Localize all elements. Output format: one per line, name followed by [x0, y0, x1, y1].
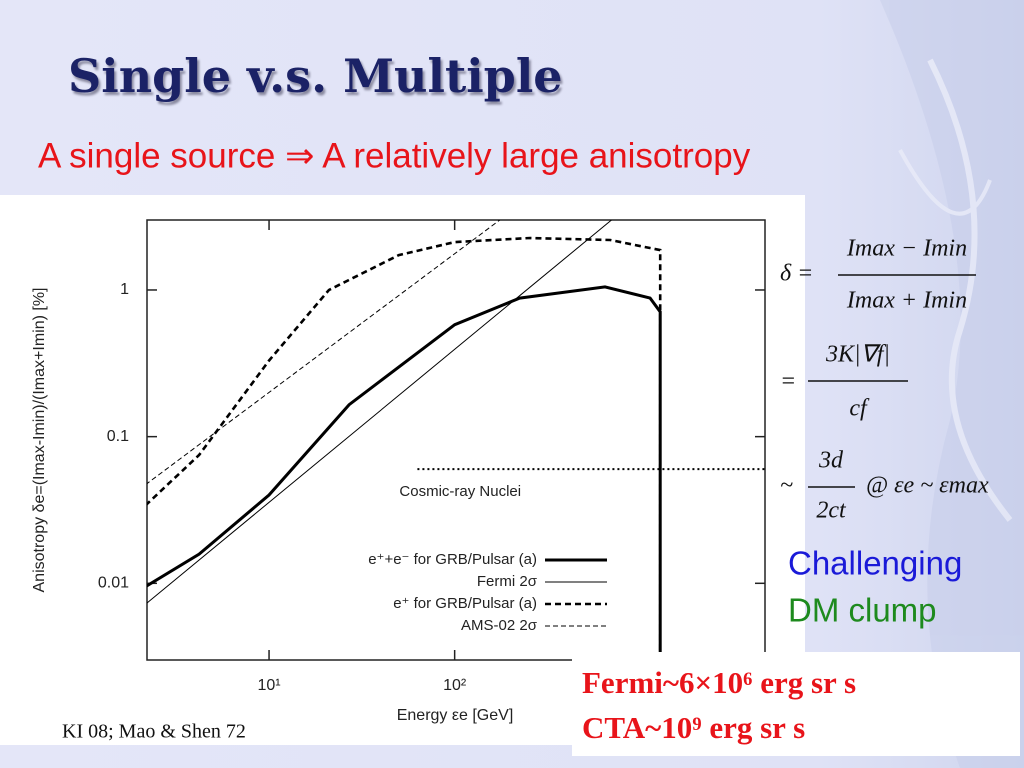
plot-frame	[146, 219, 766, 661]
side-note: Challenging	[788, 545, 962, 582]
y-axis-label: Anisotropy δe=(Imax-Imin)/(Imax+Imin) [%…	[31, 288, 48, 593]
formula-lhs: ~	[780, 473, 793, 499]
x-tick-label: 10¹	[257, 677, 280, 694]
formula-denominator: 2ct	[816, 498, 847, 524]
side-note: DM clump	[788, 592, 937, 629]
citation: KI 08; Mao & Shen 72	[62, 721, 246, 743]
highlight-box	[572, 652, 1020, 756]
formula-rhs: @ εe ~ εmax	[866, 473, 989, 499]
formula-lhs: δ =	[780, 261, 813, 287]
formula-numerator: 3K|∇f|	[825, 342, 890, 368]
box-line: Fermi~6×10⁶ erg sr s	[582, 665, 856, 700]
subtitle: A single source ⇒ A relatively large ani…	[38, 136, 751, 175]
series-line	[147, 236, 662, 660]
decoration	[880, 0, 1024, 768]
legend-label: e⁺ for GRB/Pulsar (a)	[393, 595, 537, 612]
x-tick-label: 10²	[443, 677, 467, 694]
series-line	[147, 220, 612, 604]
formula-denominator: cf	[849, 396, 870, 422]
series-line	[147, 285, 662, 660]
formula-denominator: Imax + Imin	[846, 288, 967, 314]
formula-lhs: =	[780, 369, 796, 395]
legend-label: e⁺+e⁻ for GRB/Pulsar (a)	[368, 551, 537, 568]
box-line: CTA~10⁹ erg sr s	[582, 710, 805, 745]
plot: 0.01 0.1 1 10¹ 10² Cosmic-ray Nuclei e⁺+e⁻ for…	[98, 220, 765, 694]
x-axis-label: Energy εe [GeV]	[397, 707, 514, 724]
formula: δ = Imax − Imin Imax + Imin = 3K|∇f| cf …	[780, 236, 989, 524]
y-tick-label: 0.01	[98, 575, 129, 592]
slide-title: Single v.s. Multiple	[68, 49, 563, 103]
y-tick-label: 1	[120, 281, 129, 298]
annotation-label: Cosmic-ray Nuclei	[399, 483, 521, 500]
formula-numerator: Imax − Imin	[846, 236, 967, 262]
series-line	[147, 220, 501, 485]
legend-label: AMS-02 2σ	[461, 617, 538, 634]
legend-label: Fermi 2σ	[477, 573, 538, 590]
series-group	[147, 220, 765, 660]
y-tick-label: 0.1	[107, 428, 129, 445]
formula-numerator: 3d	[818, 448, 844, 474]
